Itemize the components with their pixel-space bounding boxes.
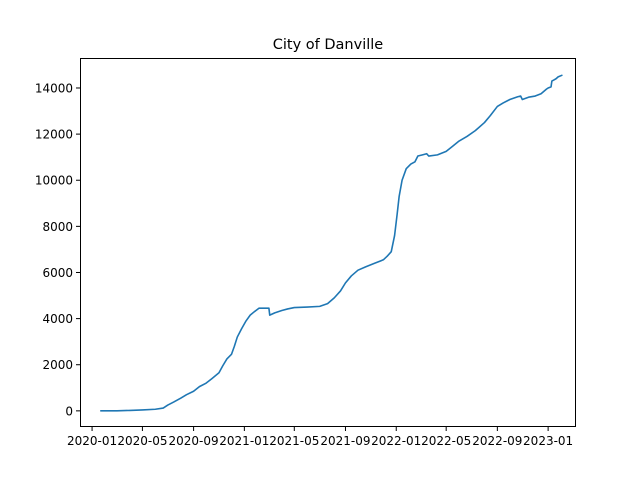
y-tick-label: 8000	[42, 220, 73, 234]
x-tick-label: 2022-05	[421, 434, 471, 448]
x-tick-label: 2020-05	[117, 434, 167, 448]
x-tick-label: 2020-01	[67, 434, 117, 448]
y-tick-label: 6000	[42, 266, 73, 280]
series-line	[100, 74, 563, 412]
y-tick-label: 14000	[35, 81, 73, 95]
plot-frame	[80, 58, 576, 427]
x-tick-label: 2022-01	[371, 434, 421, 448]
x-tick-label: 2020-09	[169, 434, 219, 448]
y-tick-label: 2000	[42, 358, 73, 372]
x-tick-label: 2021-01	[219, 434, 269, 448]
x-tick-label: 2022-09	[472, 434, 522, 448]
y-tick-label: 0	[65, 404, 73, 418]
plot-layer	[100, 74, 563, 412]
y-tick-label: 10000	[35, 174, 73, 188]
x-tick-label: 2021-05	[269, 434, 319, 448]
chart-title: City of Danville	[273, 37, 384, 53]
x-tick-label: 2023-01	[523, 434, 573, 448]
x-tick-label: 2021-09	[320, 434, 370, 448]
y-tick-label: 4000	[42, 312, 73, 326]
y-tick-label: 12000	[35, 128, 73, 142]
